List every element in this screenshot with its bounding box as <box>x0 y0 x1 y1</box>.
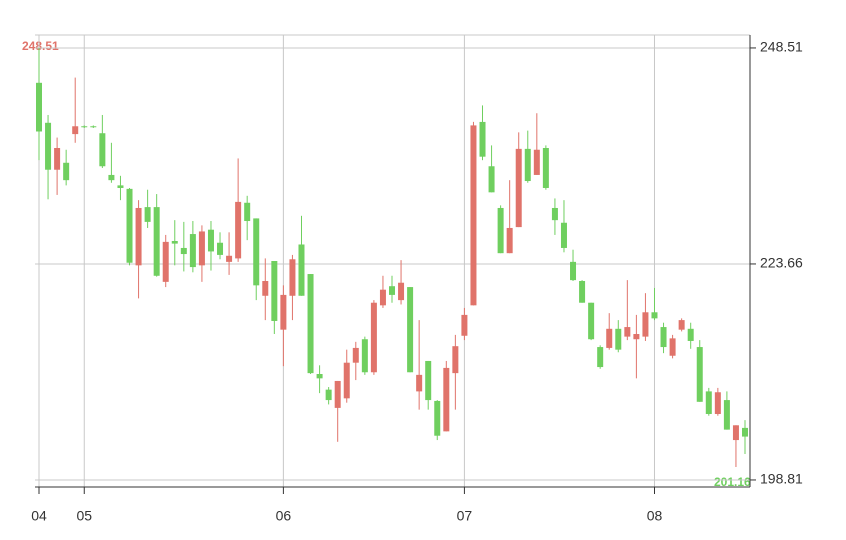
candle-body <box>479 121 486 157</box>
candle-body <box>597 347 604 368</box>
x-tick-label: 04 <box>31 508 47 524</box>
candle-body <box>235 201 242 259</box>
candle-body <box>81 126 88 128</box>
candle-body <box>579 280 586 303</box>
candle-body <box>461 314 468 336</box>
y-tick-label: 198.81 <box>760 471 803 487</box>
candle-body <box>207 229 214 252</box>
candle-body <box>651 312 658 319</box>
candle-body <box>334 380 341 408</box>
candle-body <box>198 231 205 266</box>
candle-body <box>262 280 269 296</box>
candle-body <box>570 261 577 281</box>
y-tick-label: 248.51 <box>760 39 803 55</box>
candle-body <box>669 338 676 356</box>
candle-body <box>379 289 386 306</box>
candle-body <box>515 148 522 228</box>
candle-body <box>72 126 79 135</box>
candle-body <box>434 400 441 436</box>
y-tick-label: 223.66 <box>760 255 803 271</box>
candle-body <box>533 149 540 175</box>
candle-body <box>90 126 97 128</box>
candle-body <box>162 241 169 282</box>
x-tick-label: 05 <box>76 508 92 524</box>
candle-body <box>135 207 142 266</box>
candle-body <box>289 259 296 296</box>
candle-body <box>144 207 151 222</box>
candle-body <box>361 339 368 373</box>
candle-body <box>624 327 631 337</box>
last-label: 201.16 <box>714 475 751 489</box>
candle-body <box>325 389 332 401</box>
candle-body <box>588 302 595 340</box>
candle-body <box>506 227 513 254</box>
candle-body <box>126 188 133 263</box>
candle-body <box>217 242 224 255</box>
candle-body <box>36 82 42 132</box>
x-tick-label: 07 <box>457 508 473 524</box>
candle-body <box>416 374 423 392</box>
candle-body <box>171 241 178 244</box>
candle-body <box>343 362 350 399</box>
candle-body <box>470 125 477 306</box>
candle-body <box>723 400 730 430</box>
candle-body <box>606 328 613 348</box>
candle-body <box>425 360 432 401</box>
candle-body <box>705 391 712 414</box>
candle-body <box>307 274 314 374</box>
candle-body <box>271 261 278 321</box>
candle-body <box>542 148 549 188</box>
candle-body <box>153 207 160 276</box>
candle-body <box>280 294 287 330</box>
candle-body <box>45 122 52 170</box>
candle-body <box>189 234 196 268</box>
max-label: 248.51 <box>22 39 59 53</box>
candle-body <box>551 207 558 221</box>
candle-body <box>244 202 251 222</box>
candle-body <box>298 244 305 296</box>
candle-body <box>63 162 70 181</box>
candle-body <box>687 328 694 341</box>
candle-body <box>524 148 531 182</box>
candle-body <box>180 247 187 255</box>
candle-body <box>497 207 504 254</box>
candle-body <box>732 425 739 441</box>
candle-body <box>742 427 748 437</box>
candle-body <box>443 367 450 432</box>
candle-body <box>398 282 405 301</box>
candle-body <box>389 286 395 295</box>
candle-body <box>642 312 649 337</box>
candle-body <box>696 347 703 402</box>
x-tick-label: 06 <box>276 508 292 524</box>
candle-body <box>226 255 233 262</box>
candle-body <box>678 320 685 330</box>
candle-body <box>370 302 377 373</box>
candle-body <box>99 133 106 167</box>
candle-body <box>316 374 323 379</box>
candle-body <box>560 222 567 248</box>
candle-body <box>714 392 721 414</box>
candle-body <box>352 347 359 363</box>
candle-body <box>253 218 260 286</box>
candle-body <box>633 334 640 340</box>
candle-body <box>488 166 495 193</box>
candle-body <box>108 174 115 181</box>
x-tick-label: 08 <box>647 508 663 524</box>
candle-body <box>407 287 414 373</box>
candle-body <box>54 148 61 170</box>
candle-body <box>615 328 622 350</box>
candle-body <box>117 185 124 188</box>
candle-body <box>660 327 667 348</box>
candle-body <box>452 346 459 374</box>
